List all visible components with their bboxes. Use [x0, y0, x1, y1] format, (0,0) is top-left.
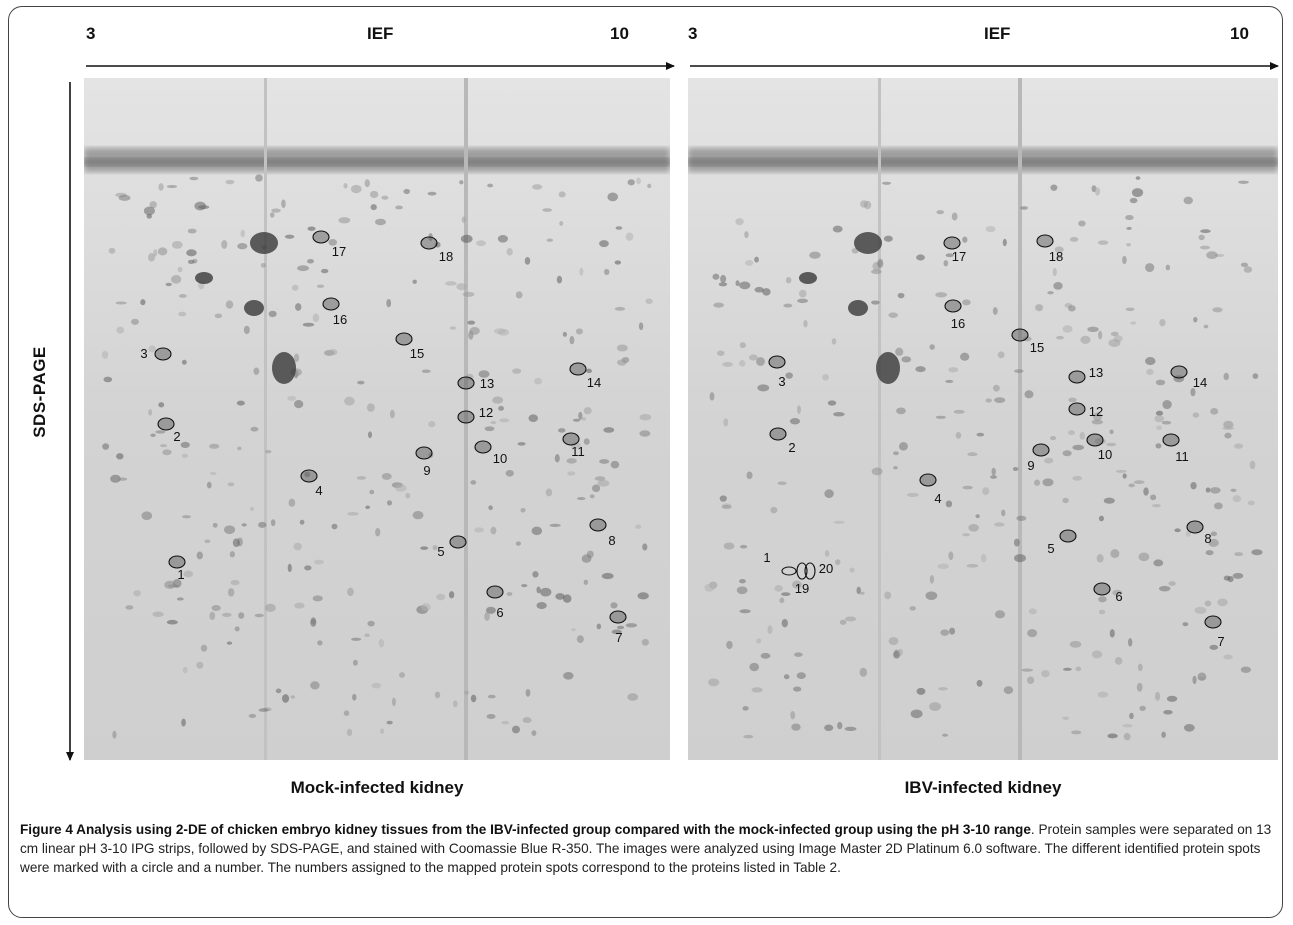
- spot-circle: [1086, 433, 1104, 447]
- spot-number: 1: [177, 567, 184, 582]
- spot-circle: [944, 299, 962, 313]
- spot-circle: [312, 230, 330, 244]
- spot-circle: [919, 473, 937, 487]
- spot-circle: [474, 440, 492, 454]
- spot-number: 11: [571, 444, 585, 459]
- figure-frame: [8, 6, 1283, 918]
- spot-number: 17: [952, 249, 966, 264]
- ief-left-high: 10: [610, 24, 629, 43]
- spot-number: 18: [439, 249, 453, 264]
- spot-number: 10: [1098, 447, 1112, 462]
- spot-number: 9: [423, 463, 430, 478]
- spot-number: 9: [1027, 458, 1034, 473]
- caption-lead: Figure 4 Analysis using 2-DE of chicken …: [20, 822, 1031, 837]
- spot-circle: [395, 332, 413, 346]
- spot-circle: [457, 376, 475, 390]
- spot-circle: [769, 427, 787, 441]
- spot-number: 16: [333, 312, 347, 327]
- spot-number: 14: [587, 375, 601, 390]
- spot-circle: [1059, 529, 1077, 543]
- spot-number: 8: [1204, 531, 1211, 546]
- spot-number: 2: [173, 429, 180, 444]
- spot-number: 17: [332, 244, 346, 259]
- spot-number: 20: [819, 561, 833, 576]
- spot-circle: [449, 535, 467, 549]
- spot-circle: [300, 469, 318, 483]
- spot-circle: [1068, 402, 1086, 416]
- spot-number: 11: [1175, 449, 1189, 464]
- spot-circle: [1186, 520, 1204, 534]
- spot-number: 18: [1049, 249, 1063, 264]
- spot-number: 6: [1115, 589, 1122, 604]
- spot-circle: [154, 347, 172, 361]
- spot-circle: [562, 432, 580, 446]
- spot-number: 12: [1089, 404, 1103, 419]
- gel-mock: [84, 78, 670, 760]
- spot-number: 15: [1030, 340, 1044, 355]
- spot-circle: [1068, 370, 1086, 384]
- spot-number: 13: [1089, 365, 1103, 380]
- spot-number: 8: [608, 533, 615, 548]
- figure-caption: Figure 4 Analysis using 2-DE of chicken …: [20, 820, 1275, 877]
- spot-number: 4: [315, 483, 322, 498]
- spot-number: 7: [1217, 634, 1224, 649]
- spot-number: 13: [480, 376, 494, 391]
- spot-circle: [1170, 365, 1188, 379]
- spot-circle: [1162, 433, 1180, 447]
- spot-circle: [569, 362, 587, 376]
- panel-title-mock: Mock-infected kidney: [290, 778, 464, 797]
- spot-number: 14: [1193, 375, 1207, 390]
- spot-circle: [1032, 443, 1050, 457]
- spot-circle: [768, 355, 786, 369]
- spot-circle: [804, 562, 816, 580]
- spot-circle: [420, 236, 438, 250]
- spot-circle: [1036, 234, 1054, 248]
- spot-circle: [486, 585, 504, 599]
- spot-circle: [157, 417, 175, 431]
- spot-circle: [796, 562, 808, 580]
- ief-right-label: IEF: [984, 24, 1011, 43]
- spot-number: 16: [951, 316, 965, 331]
- spot-circle: [943, 236, 961, 250]
- panel-title-ibv: IBV-infected kidney: [904, 778, 1062, 797]
- caption-body: . Protein samples were separated on 13 c…: [20, 822, 1272, 875]
- spot-number: 7: [615, 630, 622, 645]
- spot-circle: [168, 555, 186, 569]
- spot-number: 15: [410, 346, 424, 361]
- spot-number: 4: [934, 491, 941, 506]
- spot-number: 1: [763, 550, 770, 565]
- gel-ibv: [688, 78, 1278, 760]
- spot-number: 3: [778, 374, 785, 389]
- ief-right-low: 3: [688, 24, 698, 43]
- spot-number: 12: [479, 405, 493, 420]
- ief-left-label: IEF: [367, 24, 394, 43]
- spot-circle: [609, 610, 627, 624]
- spot-circle: [1011, 328, 1029, 342]
- spot-number: 3: [140, 346, 147, 361]
- spot-number: 5: [1047, 541, 1054, 556]
- spot-number: 5: [437, 544, 444, 559]
- spot-circle: [589, 518, 607, 532]
- spot-circle: [781, 566, 797, 576]
- spot-circle: [1093, 582, 1111, 596]
- ief-left-low: 3: [86, 24, 96, 43]
- spot-circle: [1204, 615, 1222, 629]
- spot-number: 19: [795, 581, 809, 596]
- spot-circle: [322, 297, 340, 311]
- spot-number: 2: [788, 440, 795, 455]
- ief-right-high: 10: [1230, 24, 1249, 43]
- spot-circle: [415, 446, 433, 460]
- spot-number: 6: [496, 605, 503, 620]
- spot-circle: [457, 410, 475, 424]
- spot-number: 10: [493, 451, 507, 466]
